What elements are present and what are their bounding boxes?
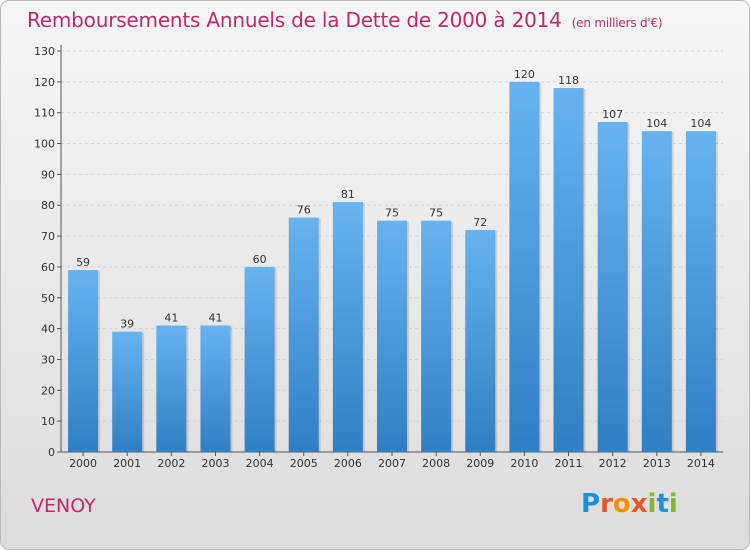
chart-title: Remboursements Annuels de la Dette de 20…	[27, 8, 663, 32]
data-label: 76	[297, 204, 311, 217]
x-tick-label: 2000	[69, 457, 97, 470]
x-tick-label: 2002	[157, 457, 185, 470]
data-label: 81	[341, 188, 355, 201]
bar-2008	[421, 220, 452, 452]
logo-letter: t	[656, 489, 669, 519]
logo-letter: i	[647, 489, 657, 519]
x-tick-label: 2006	[334, 457, 362, 470]
y-tick-label: 130	[34, 45, 55, 58]
y-tick-label: 100	[34, 138, 55, 151]
x-tick-label: 2011	[555, 457, 583, 470]
bar-2013	[641, 131, 672, 452]
logo-letter: i	[668, 489, 678, 519]
bar-2000	[68, 270, 99, 452]
axes: 0 10 20 30 40 50 60 70 80 90 100 110 120 130 2000 2001 2…	[34, 45, 723, 470]
x-tick-label: 2007	[378, 457, 406, 470]
x-tick-label: 2004	[246, 457, 274, 470]
data-label: 107	[602, 108, 623, 121]
y-tick-label: 90	[41, 168, 55, 181]
x-tick-label: 2014	[687, 457, 715, 470]
bar-2011	[553, 88, 584, 452]
data-label: 41	[164, 312, 178, 325]
data-label: 104	[690, 117, 711, 130]
logo-letter: r	[600, 489, 613, 519]
y-tick-label: 70	[41, 230, 55, 243]
x-tick-label: 2010	[510, 457, 538, 470]
x-tick-label: 2008	[422, 457, 450, 470]
bar-2012	[597, 121, 628, 452]
x-tick-label: 2005	[290, 457, 318, 470]
data-label: 60	[253, 253, 267, 266]
y-tick-label: 110	[34, 107, 55, 120]
logo-letter: x	[630, 489, 648, 519]
x-tick-label: 2009	[466, 457, 494, 470]
title-unit: (en milliers d'€)	[571, 16, 663, 30]
data-label: 75	[429, 207, 443, 220]
data-label: 39	[120, 318, 134, 331]
data-label: 118	[558, 74, 579, 87]
logo-letter: o	[612, 489, 631, 519]
y-tick-label: 30	[41, 353, 55, 366]
bar-2010	[509, 81, 540, 452]
y-tick-label: 20	[41, 384, 55, 397]
y-tick-label: 50	[41, 292, 55, 305]
x-tick-label: 2001	[113, 457, 141, 470]
bar-2006	[332, 202, 363, 452]
bar-2009	[465, 229, 496, 452]
data-label: 72	[473, 216, 487, 229]
y-tick-label: 10	[41, 415, 55, 428]
data-label: 120	[514, 68, 535, 81]
y-tick-label: 120	[34, 76, 55, 89]
proxiti-logo: Proxiti	[581, 489, 678, 519]
y-tick-label: 60	[41, 261, 55, 274]
bars: 59 39 41 41 60 76 81 75 75 72 120 118 107 104 104	[68, 68, 718, 452]
y-tick-label: 80	[41, 199, 55, 212]
bar-2007	[377, 220, 407, 452]
data-label: 59	[76, 256, 90, 269]
x-tick-label: 2003	[201, 457, 229, 470]
x-tick-label: 2012	[599, 457, 627, 470]
bar-2001	[112, 331, 143, 452]
data-label: 104	[646, 117, 667, 130]
bar-2005	[288, 217, 319, 452]
bar-2002	[156, 325, 187, 452]
data-label: 41	[208, 312, 222, 325]
bar-2003	[200, 325, 231, 452]
logo-letter: P	[581, 489, 601, 519]
x-tick-label: 2013	[643, 457, 671, 470]
data-label: 75	[385, 207, 399, 220]
y-tick-label: 0	[48, 446, 55, 459]
y-tick-label: 40	[41, 323, 55, 336]
bar-2014	[685, 131, 716, 452]
commune-name: VENOY	[31, 495, 96, 517]
title-text: Remboursements Annuels de la Dette de 20…	[27, 8, 562, 32]
bar-2004	[244, 266, 275, 452]
